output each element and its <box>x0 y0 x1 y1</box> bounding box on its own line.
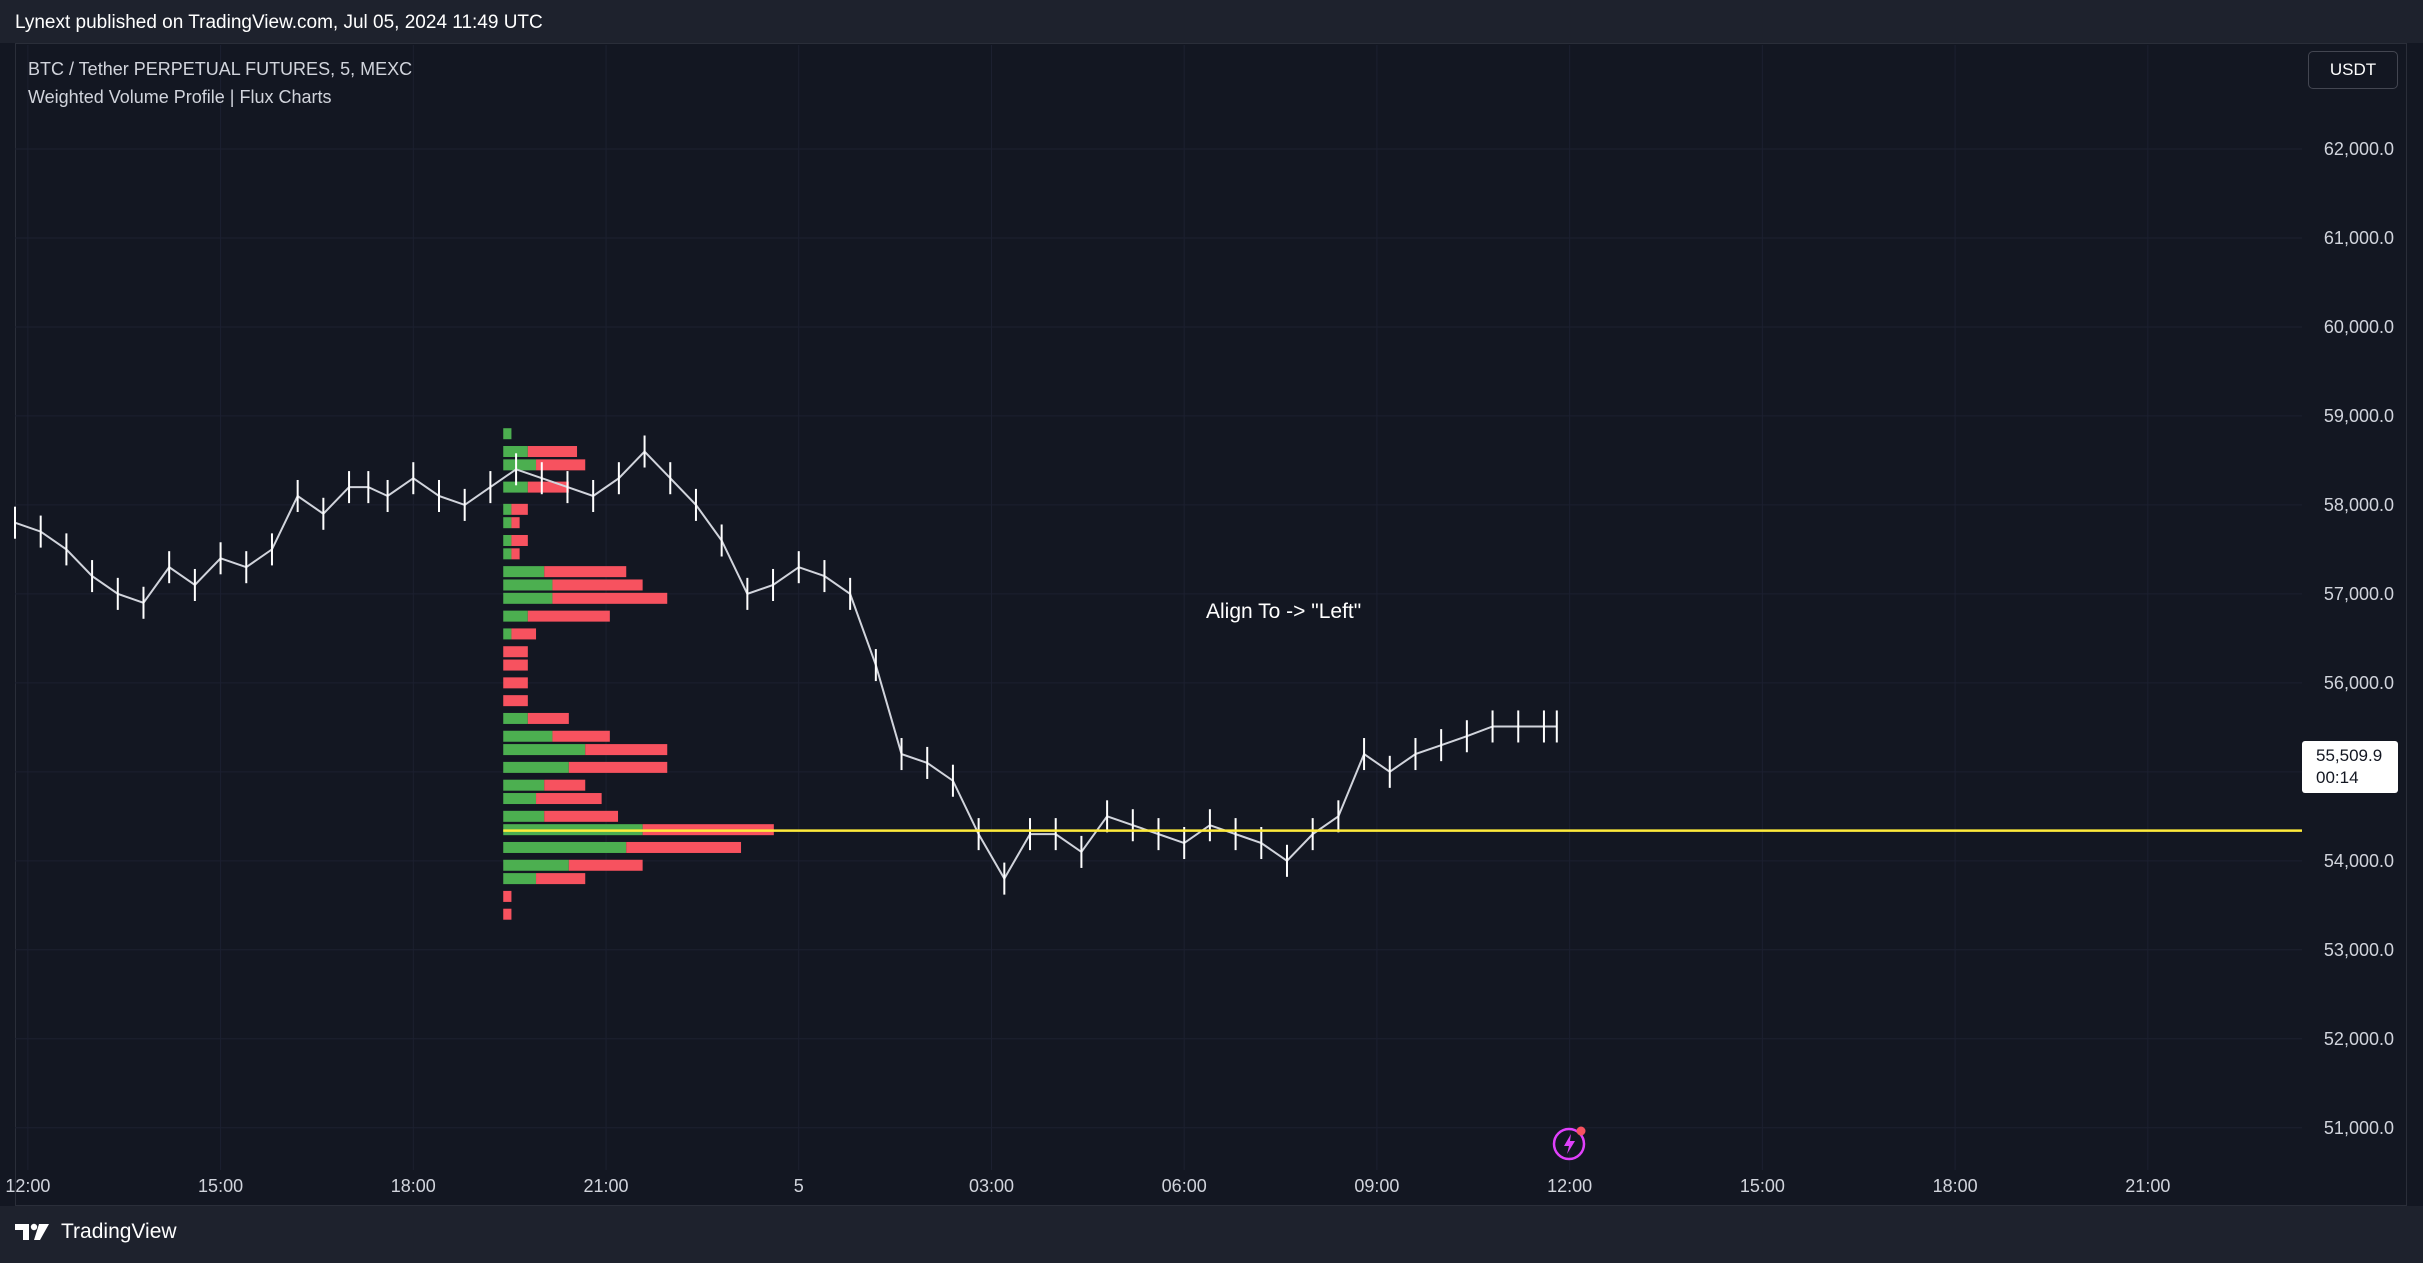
y-tick-label: 53,000.0 <box>2324 940 2394 960</box>
vp-buy-bar <box>503 761 569 773</box>
vp-buy-bar <box>503 481 528 493</box>
tradingview-brand[interactable]: TradingView <box>15 1220 177 1244</box>
x-tick-label: 21:00 <box>2125 1176 2170 1196</box>
vp-sell-bar <box>552 592 668 604</box>
vp-buy-bar <box>503 628 512 640</box>
vp-buy-bar <box>503 859 569 871</box>
vp-sell-bar <box>511 534 528 546</box>
indicator-title[interactable]: Weighted Volume Profile | Flux Charts <box>28 87 332 107</box>
lightning-icon[interactable] <box>1551 1124 1589 1162</box>
vp-buy-bar <box>503 873 537 885</box>
x-tick-label: 09:00 <box>1354 1176 1399 1196</box>
vp-sell-bar <box>552 730 610 742</box>
price-series <box>14 435 1558 895</box>
vp-buy-bar <box>503 779 545 791</box>
vp-sell-bar <box>568 859 643 871</box>
published-text: Lynext published on TradingView.com, Jul… <box>15 12 543 33</box>
vp-buy-bar <box>503 730 553 742</box>
symbol-title[interactable]: BTC / Tether PERPETUAL FUTURES, 5, MEXC <box>28 59 413 79</box>
vp-buy-bar <box>503 841 627 853</box>
last-price-tag: 55,509.9 00:14 <box>2302 741 2398 793</box>
vp-sell-bar <box>511 628 537 640</box>
volume-profile <box>503 428 774 920</box>
y-tick-label: 59,000.0 <box>2324 406 2394 426</box>
vp-buy-bar <box>503 793 537 805</box>
last-price: 55,509.9 <box>2316 746 2383 765</box>
vp-sell-bar <box>503 659 528 671</box>
bar-countdown: 00:14 <box>2316 768 2359 787</box>
y-tick-label: 52,000.0 <box>2324 1029 2394 1049</box>
vp-sell-bar <box>544 566 627 578</box>
vp-sell-bar <box>626 841 742 853</box>
vp-buy-bar <box>503 712 528 724</box>
chart-legend: BTC / Tether PERPETUAL FUTURES, 5, MEXC … <box>28 55 412 111</box>
brand-name: TradingView <box>61 1220 177 1243</box>
vp-sell-bar <box>585 744 668 756</box>
y-tick-label: 56,000.0 <box>2324 673 2394 693</box>
y-tick-label: 62,000.0 <box>2324 139 2394 159</box>
vp-sell-bar <box>503 890 512 902</box>
y-tick-label: 57,000.0 <box>2324 584 2394 604</box>
x-tick-label: 15:00 <box>198 1176 243 1196</box>
y-tick-label: 60,000.0 <box>2324 317 2394 337</box>
vp-buy-bar <box>503 566 545 578</box>
y-tick-label: 51,000.0 <box>2324 1118 2394 1138</box>
vp-sell-bar <box>511 503 528 515</box>
y-axis: 51,000.052,000.053,000.054,000.055,000.0… <box>2324 139 2394 1138</box>
vp-buy-bar <box>503 579 553 591</box>
y-tick-label: 58,000.0 <box>2324 495 2394 515</box>
x-tick-label: 12:00 <box>5 1176 50 1196</box>
vp-buy-bar <box>503 548 512 560</box>
vp-sell-bar <box>511 517 520 529</box>
vp-buy-bar <box>503 534 512 546</box>
vp-buy-bar <box>503 592 553 604</box>
vp-buy-bar <box>503 459 537 471</box>
vp-sell-bar <box>503 677 528 689</box>
vp-buy-bar <box>503 610 528 622</box>
vp-sell-bar <box>527 481 569 493</box>
vp-sell-bar <box>503 646 528 658</box>
vp-sell-bar <box>552 579 643 591</box>
tradingview-logo-icon <box>15 1223 49 1240</box>
grid-lines <box>15 45 2302 1170</box>
vp-buy-bar <box>503 446 528 458</box>
y-tick-label: 54,000.0 <box>2324 851 2394 871</box>
y-tick-label: 61,000.0 <box>2324 228 2394 248</box>
x-tick-label: 18:00 <box>1933 1176 1978 1196</box>
x-tick-label: 15:00 <box>1740 1176 1785 1196</box>
vp-sell-bar <box>536 793 602 805</box>
x-tick-label: 21:00 <box>583 1176 628 1196</box>
x-tick-label: 18:00 <box>391 1176 436 1196</box>
x-tick-label: 03:00 <box>969 1176 1014 1196</box>
x-tick-label: 12:00 <box>1547 1176 1592 1196</box>
currency-button[interactable]: USDT <box>2308 51 2398 89</box>
bottom-bar: TradingView <box>0 1206 2423 1263</box>
vp-sell-bar <box>527 446 578 458</box>
x-tick-label: 06:00 <box>1162 1176 1207 1196</box>
vp-sell-bar <box>544 779 586 791</box>
vp-sell-bar <box>536 459 586 471</box>
vp-buy-bar <box>503 517 512 529</box>
vp-sell-bar <box>503 695 528 707</box>
vp-sell-bar <box>511 548 520 560</box>
vp-sell-bar <box>527 712 569 724</box>
vp-sell-bar <box>527 610 610 622</box>
top-bar: Lynext published on TradingView.com, Jul… <box>0 0 2423 43</box>
x-tick-label: 5 <box>794 1176 804 1196</box>
vp-buy-bar <box>503 428 512 440</box>
vp-sell-bar <box>536 873 586 885</box>
price-line <box>14 450 1557 881</box>
vp-sell-bar <box>503 908 512 920</box>
vp-buy-bar <box>503 810 545 822</box>
vp-sell-bar <box>544 810 619 822</box>
vp-sell-bar <box>568 761 668 773</box>
x-axis: 12:00 15:00 18:00 21:00 5 03:00 06:00 09:00 12:0… <box>5 1176 2170 1196</box>
align-annotation: Align To -> "Left" <box>1206 600 1362 623</box>
vp-buy-bar <box>503 744 586 756</box>
vp-buy-bar <box>503 503 512 515</box>
